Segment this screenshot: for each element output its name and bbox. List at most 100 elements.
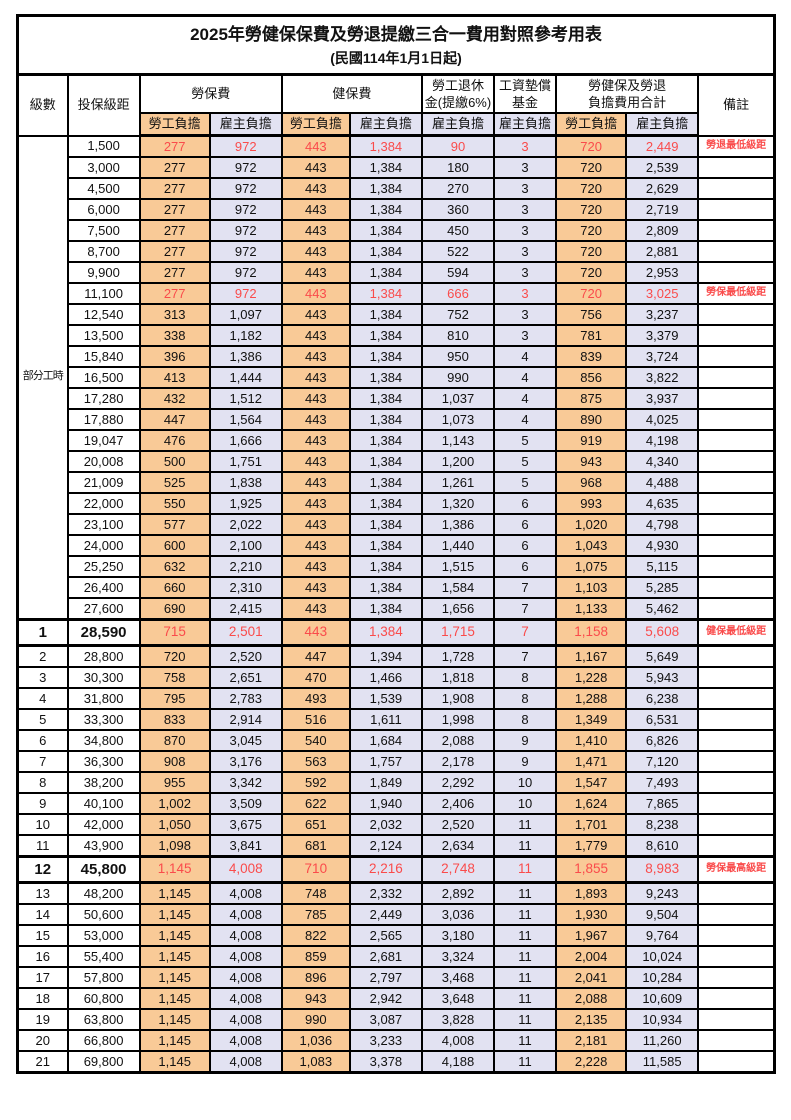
cell-labor-employer: 3,342 bbox=[208, 771, 283, 794]
cell-remark bbox=[697, 534, 776, 557]
cell-pension-employer: 1,908 bbox=[420, 687, 496, 710]
cell-health-employer: 1,849 bbox=[348, 771, 423, 794]
cell-health-employer: 1,384 bbox=[348, 471, 423, 494]
cell-total-employee: 1,349 bbox=[555, 708, 628, 731]
cell-wagefund-employer: 11 bbox=[493, 834, 558, 858]
cell-total-employer: 10,024 bbox=[625, 945, 700, 968]
cell-total-employer: 3,237 bbox=[625, 303, 700, 326]
cell-labor-employee: 577 bbox=[138, 513, 211, 536]
cell-labor-employer: 2,914 bbox=[208, 708, 283, 731]
cell-health-employee: 443 bbox=[280, 303, 351, 326]
cell-health-employee: 443 bbox=[280, 156, 351, 179]
cell-total-employee: 2,181 bbox=[555, 1029, 628, 1052]
cell-labor-employer: 2,022 bbox=[208, 513, 283, 536]
table-row: 9 40,100 1,002 3,509 622 1,940 2,406 10 … bbox=[16, 792, 776, 815]
cell-remark bbox=[697, 687, 776, 710]
cell-health-employee: 622 bbox=[280, 792, 351, 815]
cell-total-employee: 720 bbox=[555, 134, 628, 158]
cell-pension-employer: 3,180 bbox=[420, 924, 496, 947]
cell-wagefund-employer: 3 bbox=[493, 324, 558, 347]
cell-bracket: 57,800 bbox=[66, 966, 141, 989]
cell-wagefund-employer: 3 bbox=[493, 219, 558, 242]
cell-health-employer: 1,384 bbox=[348, 345, 423, 368]
cell-health-employer: 2,942 bbox=[348, 987, 423, 1010]
cell-remark bbox=[697, 987, 776, 1010]
cell-total-employer: 9,504 bbox=[625, 903, 700, 926]
cell-health-employee: 443 bbox=[280, 597, 351, 621]
cell-pension-employer: 1,037 bbox=[420, 387, 496, 410]
cell-bracket: 11,100 bbox=[66, 282, 141, 305]
cell-total-employer: 9,764 bbox=[625, 924, 700, 947]
cell-health-employee: 443 bbox=[280, 408, 351, 431]
cell-health-employee: 443 bbox=[280, 513, 351, 536]
cell-bracket: 26,400 bbox=[66, 576, 141, 599]
cell-bracket: 1,500 bbox=[66, 134, 141, 158]
cell-labor-employer: 3,841 bbox=[208, 834, 283, 858]
cell-bracket: 31,800 bbox=[66, 687, 141, 710]
cell-bracket: 12,540 bbox=[66, 303, 141, 326]
cell-total-employee: 1,043 bbox=[555, 534, 628, 557]
cell-health-employer: 1,539 bbox=[348, 687, 423, 710]
cell-total-employer: 6,238 bbox=[625, 687, 700, 710]
cell-wagefund-employer: 8 bbox=[493, 687, 558, 710]
cell-health-employer: 1,384 bbox=[348, 324, 423, 347]
header-burden-row: 勞工負擔 雇主負擔 勞工負擔 雇主負擔 雇主負擔 雇主負擔 勞工負擔 雇主負擔 bbox=[18, 112, 775, 137]
cell-wagefund-employer: 5 bbox=[493, 429, 558, 452]
cell-bracket: 17,280 bbox=[66, 387, 141, 410]
cell-bracket: 28,590 bbox=[66, 618, 141, 647]
cell-level: 5 bbox=[16, 708, 69, 731]
cell-total-employee: 1,103 bbox=[555, 576, 628, 599]
header-level: 級數 bbox=[16, 73, 69, 137]
table-row: 6,000 277 972 443 1,384 360 3 720 2,719 bbox=[18, 198, 776, 221]
cell-labor-employer: 4,008 bbox=[208, 966, 283, 989]
cell-bracket: 22,000 bbox=[66, 492, 141, 515]
cell-labor-employer: 2,783 bbox=[208, 687, 283, 710]
cell-health-employer: 1,384 bbox=[348, 261, 423, 284]
cell-pension-employer: 2,520 bbox=[420, 813, 496, 836]
cell-total-employer: 9,243 bbox=[625, 881, 700, 905]
cell-wagefund-employer: 11 bbox=[493, 813, 558, 836]
cell-bracket: 7,500 bbox=[66, 219, 141, 242]
cell-total-employee: 1,779 bbox=[555, 834, 628, 858]
cell-pension-employer: 360 bbox=[420, 198, 496, 221]
cell-level: 4 bbox=[16, 687, 69, 710]
cell-remark bbox=[697, 156, 776, 179]
cell-pension-employer: 1,998 bbox=[420, 708, 496, 731]
cell-health-employer: 1,384 bbox=[348, 282, 423, 305]
cell-health-employer: 1,684 bbox=[348, 729, 423, 752]
cell-remark bbox=[697, 1008, 776, 1031]
cell-health-employer: 2,124 bbox=[348, 834, 423, 858]
cell-labor-employee: 525 bbox=[138, 471, 211, 494]
fee-comparison-table: 2025年勞健保保費及勞退提繳三合一費用對照參考用表 (民國114年1月1日起)… bbox=[16, 14, 776, 1074]
cell-remark bbox=[697, 387, 776, 410]
cell-pension-employer: 3,324 bbox=[420, 945, 496, 968]
table-row: 2 28,800 720 2,520 447 1,394 1,728 7 1,1… bbox=[16, 644, 776, 668]
cell-labor-employee: 313 bbox=[138, 303, 211, 326]
cell-labor-employee: 1,145 bbox=[138, 881, 211, 905]
header-wagefund-employer: 雇主負擔 bbox=[493, 112, 558, 137]
cell-health-employer: 1,384 bbox=[348, 366, 423, 389]
cell-health-employer: 1,384 bbox=[348, 618, 423, 647]
cell-labor-employer: 2,501 bbox=[208, 618, 283, 647]
cell-labor-employee: 870 bbox=[138, 729, 211, 752]
table-row: 9,900 277 972 443 1,384 594 3 720 2,953 bbox=[18, 261, 776, 284]
cell-health-employee: 651 bbox=[280, 813, 351, 836]
cell-labor-employee: 277 bbox=[138, 261, 211, 284]
cell-health-employee: 1,083 bbox=[280, 1050, 351, 1074]
cell-pension-employer: 990 bbox=[420, 366, 496, 389]
cell-labor-employer: 972 bbox=[208, 240, 283, 263]
cell-total-employer: 2,539 bbox=[625, 156, 700, 179]
cell-bracket: 33,300 bbox=[66, 708, 141, 731]
cell-wagefund-employer: 8 bbox=[493, 708, 558, 731]
cell-remark bbox=[697, 750, 776, 773]
cell-wagefund-employer: 6 bbox=[493, 513, 558, 536]
cell-pension-employer: 594 bbox=[420, 261, 496, 284]
cell-total-employee: 1,930 bbox=[555, 903, 628, 926]
cell-pension-employer: 450 bbox=[420, 219, 496, 242]
cell-labor-employee: 277 bbox=[138, 198, 211, 221]
cell-health-employer: 1,384 bbox=[348, 387, 423, 410]
table-row: 19,047 476 1,666 443 1,384 1,143 5 919 4… bbox=[18, 429, 776, 452]
cell-wagefund-employer: 11 bbox=[493, 924, 558, 947]
cell-total-employee: 2,088 bbox=[555, 987, 628, 1010]
cell-labor-employee: 720 bbox=[138, 644, 211, 668]
